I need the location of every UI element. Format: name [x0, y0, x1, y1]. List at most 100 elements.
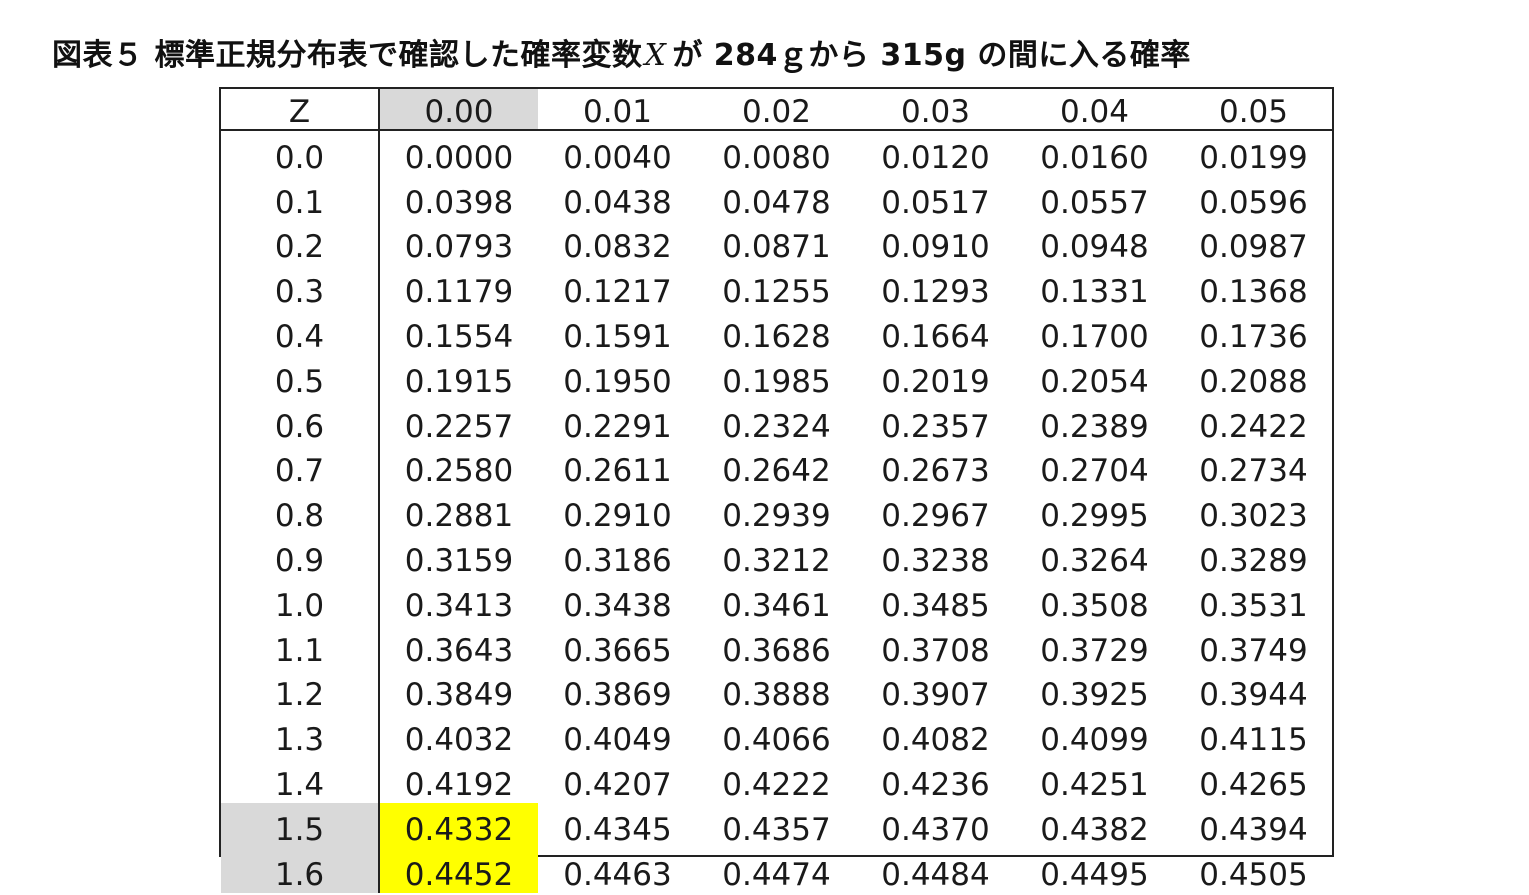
- table-row: 1.4 0.4192 0.4207 0.4222 0.4236 0.4251 0.4265: [221, 758, 1333, 803]
- column-header: 0.05: [1174, 89, 1333, 131]
- column-header: 0.00: [379, 89, 538, 131]
- figure-title: 図表５ 標準正規分布表で確認した確率変数X が 284ｇから 315g の間に入る…: [52, 30, 1191, 74]
- probability-cell: 0.4345: [563, 811, 672, 848]
- probability-cell: 0.0596: [1199, 184, 1308, 221]
- z-value-cell: 0.4: [221, 310, 380, 355]
- z-header: Z: [221, 89, 380, 131]
- column-header: 0.02: [697, 89, 856, 131]
- probability-cell: 0.2291: [563, 408, 672, 445]
- probability-cell: 0.3944: [1199, 677, 1308, 714]
- probability-cell: 0.1950: [563, 363, 672, 400]
- probability-cell: 0.4357: [722, 811, 831, 848]
- probability-cell: 0.1985: [722, 363, 831, 400]
- z-value-cell: 0.7: [221, 444, 380, 490]
- probability-cell: 0.1591: [563, 318, 672, 355]
- probability-cell: 0.0948: [1040, 229, 1149, 266]
- probability-cell: 0.3289: [1199, 542, 1308, 579]
- probability-cell: 0.3264: [1040, 542, 1149, 579]
- probability-cell: 0.2611: [563, 453, 672, 490]
- probability-cell: 0.4115: [1199, 722, 1308, 759]
- column-header: 0.01: [538, 89, 697, 131]
- probability-cell: 0.1331: [1040, 274, 1149, 311]
- normal-distribution-table: Z 0.00 0.01 0.02 0.03 0.04 0.05 0.0 0.000…: [221, 89, 1333, 893]
- probability-cell: 0.2995: [1040, 498, 1149, 535]
- table-row: 1.1 0.3643 0.3665 0.3686 0.3708 0.3729 0.3749: [221, 623, 1333, 669]
- title-suffix: が 284ｇから 315g の間に入る確率: [672, 38, 1191, 73]
- probability-cell: 0.1255: [722, 274, 831, 311]
- probability-cell: 0.4484: [881, 856, 990, 893]
- table-row: 1.0 0.3413 0.3438 0.3461 0.3485 0.3508 0.3531: [221, 578, 1333, 624]
- probability-cell: 0.4463: [563, 856, 672, 893]
- probability-cell: 0.2939: [722, 498, 831, 535]
- probability-cell: 0.0987: [1199, 229, 1308, 266]
- z-value-cell: 0.3: [221, 265, 380, 311]
- probability-cell: 0.2642: [722, 453, 831, 490]
- probability-cell: 0.3686: [722, 632, 831, 669]
- probability-cell: 0.4382: [1040, 811, 1149, 848]
- table-row: 0.9 0.3159 0.3186 0.3212 0.3238 0.3264 0.3289: [221, 534, 1333, 579]
- z-value-cell: 0.1: [221, 175, 380, 221]
- probability-cell: 0.3508: [1040, 587, 1149, 624]
- probability-cell: 0.4370: [881, 811, 990, 848]
- probability-cell: 0.4222: [722, 766, 831, 803]
- probability-cell: 0.1179: [404, 274, 514, 311]
- probability-cell: 0.2324: [722, 408, 831, 445]
- probability-cell: 0.1293: [881, 274, 990, 311]
- probability-cell: 0.3729: [1040, 632, 1149, 669]
- probability-cell: 0.1664: [881, 318, 990, 355]
- probability-cell: 0.4452: [379, 847, 538, 893]
- table-row: 1.6 0.4452 0.4463 0.4474 0.4484 0.4495 0.4505: [221, 847, 1333, 893]
- column-header: 0.03: [856, 89, 1015, 131]
- table-row: 0.2 0.0793 0.0832 0.0871 0.0910 0.0948 0.0987: [221, 220, 1333, 266]
- probability-cell: 0.3888: [722, 677, 831, 714]
- table-row: 0.1 0.0398 0.0438 0.0478 0.0517 0.0557 0.0596: [221, 175, 1333, 221]
- z-value-cell: 0.8: [221, 489, 380, 535]
- title-variable: X: [644, 38, 667, 73]
- probability-cell: 0.4332: [379, 802, 538, 848]
- probability-cell: 0.4505: [1199, 856, 1308, 893]
- z-value-cell: 1.4: [221, 758, 380, 803]
- probability-cell: 0.3485: [881, 587, 990, 624]
- probability-cell: 0.4251: [1040, 766, 1149, 803]
- probability-cell: 0.0160: [1040, 139, 1149, 176]
- probability-cell: 0.4192: [404, 766, 514, 803]
- probability-cell: 0.4495: [1040, 856, 1149, 893]
- probability-cell: 0.4066: [722, 722, 831, 759]
- probability-cell: 0.2357: [881, 408, 990, 445]
- probability-cell: 0.3849: [404, 677, 514, 714]
- probability-cell: 0.2054: [1040, 363, 1149, 400]
- probability-cell: 0.2673: [881, 453, 990, 490]
- table-row: 0.5 0.1915 0.1950 0.1985 0.2019 0.2054 0.2088: [221, 354, 1333, 400]
- title-prefix: 図表５ 標準正規分布表で確認した確率変数: [52, 38, 643, 73]
- probability-cell: 0.3023: [1199, 498, 1308, 535]
- probability-cell: 0.2389: [1040, 408, 1149, 445]
- z-value-cell: 0.5: [221, 354, 380, 400]
- probability-cell: 0.2422: [1199, 408, 1308, 445]
- probability-cell: 0.0080: [722, 139, 831, 176]
- probability-cell: 0.0793: [404, 229, 514, 266]
- probability-cell: 0.4394: [1199, 811, 1308, 848]
- probability-cell: 0.0517: [881, 184, 990, 221]
- probability-cell: 0.0910: [881, 229, 990, 266]
- probability-cell: 0.1217: [563, 274, 672, 311]
- probability-cell: 0.3531: [1199, 587, 1308, 624]
- probability-cell: 0.0000: [404, 139, 514, 176]
- probability-cell: 0.4207: [563, 766, 672, 803]
- z-value-cell: 1.3: [221, 713, 380, 759]
- probability-cell: 0.4082: [881, 722, 990, 759]
- z-value-cell: 1.5: [221, 802, 380, 848]
- probability-cell: 0.2881: [404, 498, 514, 535]
- table-row: 0.8 0.2881 0.2910 0.2939 0.2967 0.2995 0.3023: [221, 489, 1333, 535]
- probability-cell: 0.1554: [404, 318, 514, 355]
- probability-cell: 0.4099: [1040, 722, 1149, 759]
- probability-cell: 0.1915: [404, 363, 514, 400]
- probability-cell: 0.1368: [1199, 274, 1308, 311]
- probability-cell: 0.3159: [404, 542, 514, 579]
- probability-cell: 0.0040: [563, 139, 672, 176]
- probability-cell: 0.2704: [1040, 453, 1149, 490]
- probability-cell: 0.0438: [563, 184, 672, 221]
- z-value-cell: 0.9: [221, 534, 380, 579]
- table-body: 0.0 0.0000 0.0040 0.0080 0.0120 0.0160 0.0199 0…: [221, 130, 1333, 893]
- z-value-cell: 0.6: [221, 399, 380, 445]
- probability-cell: 0.0871: [722, 229, 831, 266]
